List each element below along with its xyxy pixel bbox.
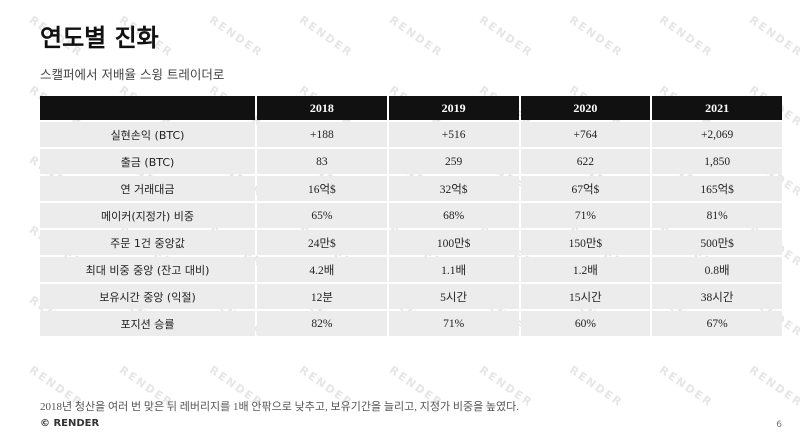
footnote: 2018년 청산을 여러 번 맞은 뒤 레버리지를 1배 안팎으로 낮추고, 보… xyxy=(40,401,520,413)
page-number: 6 xyxy=(776,420,782,430)
table-row: 출금 (BTC) 83 259 622 1,850 xyxy=(40,149,782,174)
table-cell: 100만$ xyxy=(388,230,519,255)
table-cell: 622 xyxy=(520,149,651,174)
row-label: 메이커(지정가) 비중 xyxy=(40,203,255,228)
table-cell: 150만$ xyxy=(520,230,651,255)
column-header: 2020 xyxy=(520,96,651,120)
table-row: 최대 비중 중앙 (잔고 대비) 4.2배 1.1배 1.2배 0.8배 xyxy=(40,257,782,282)
table-cell: 60% xyxy=(520,311,651,336)
table-cell: 68% xyxy=(388,203,519,228)
table-cell: 15시간 xyxy=(520,284,651,309)
table-cell: 500만$ xyxy=(652,230,782,255)
column-header: 2021 xyxy=(652,96,782,120)
table-cell: 67% xyxy=(652,311,782,336)
row-label: 최대 비중 중앙 (잔고 대비) xyxy=(40,257,255,282)
row-label: 실현손익 (BTC) xyxy=(40,122,255,147)
table-cell: 24만$ xyxy=(257,230,387,255)
row-label: 주문 1건 중앙값 xyxy=(40,230,255,255)
table-cell: 67억$ xyxy=(520,176,651,201)
table-cell: 259 xyxy=(388,149,519,174)
table-cell: 81% xyxy=(652,203,782,228)
row-label: 출금 (BTC) xyxy=(40,149,255,174)
watermark: RENDER xyxy=(206,13,266,60)
watermark: RENDER xyxy=(656,13,716,60)
table-row: 메이커(지정가) 비중 65% 68% 71% 81% xyxy=(40,203,782,228)
table-cell: 165억$ xyxy=(652,176,782,201)
watermark: RENDER xyxy=(566,13,626,60)
watermark: RENDER xyxy=(746,363,800,410)
table-row: 주문 1건 중앙값 24만$ 100만$ 150만$ 500만$ xyxy=(40,230,782,255)
corner-cell xyxy=(40,96,255,120)
column-header: 2018 xyxy=(257,96,387,120)
row-label: 포지션 승률 xyxy=(40,311,255,336)
table-cell: +764 xyxy=(520,122,651,147)
watermark: RENDER xyxy=(566,363,626,410)
table-cell: +516 xyxy=(388,122,519,147)
table-cell: 1.1배 xyxy=(388,257,519,282)
table-cell: 0.8배 xyxy=(652,257,782,282)
table-cell: +2,069 xyxy=(652,122,782,147)
table-cell: 1.2배 xyxy=(520,257,651,282)
table-cell: 4.2배 xyxy=(257,257,387,282)
table-cell: 83 xyxy=(257,149,387,174)
table-row: 포지션 승률 82% 71% 60% 67% xyxy=(40,311,782,336)
table-cell: 82% xyxy=(257,311,387,336)
table-row: 연 거래대금 16억$ 32억$ 67억$ 165억$ xyxy=(40,176,782,201)
title: 연도별 진화 xyxy=(40,24,159,52)
table-row: 실현손익 (BTC) +188 +516 +764 +2,069 xyxy=(40,122,782,147)
table-cell: +188 xyxy=(257,122,387,147)
watermark: RENDER xyxy=(296,13,356,60)
row-label: 연 거래대금 xyxy=(40,176,255,201)
table-row: 보유시간 중앙 (익절) 12분 5시간 15시간 38시간 xyxy=(40,284,782,309)
table-cell: 32억$ xyxy=(388,176,519,201)
watermark: RENDER xyxy=(746,13,800,60)
table-cell: 38시간 xyxy=(652,284,782,309)
watermark: RENDER xyxy=(386,13,446,60)
table-cell: 65% xyxy=(257,203,387,228)
table-cell: 5시간 xyxy=(388,284,519,309)
table-body: 실현손익 (BTC) +188 +516 +764 +2,069 출금 (BTC) 83 25… xyxy=(40,122,782,336)
row-label: 보유시간 중앙 (익절) xyxy=(40,284,255,309)
table-cell: 1,850 xyxy=(652,149,782,174)
subtitle: 스캘퍼에서 저배율 스윙 트레이더로 xyxy=(40,67,225,82)
table: 2018 2019 2020 2021 실현손익 (BTC) +188 +516 +764 +… xyxy=(38,94,784,338)
watermark: RENDER xyxy=(476,13,536,60)
table-cell: 71% xyxy=(520,203,651,228)
brand: © RENDER xyxy=(40,418,100,429)
header-row: 2018 2019 2020 2021 xyxy=(40,96,782,120)
table-cell: 16억$ xyxy=(257,176,387,201)
table-cell: 71% xyxy=(388,311,519,336)
column-header: 2019 xyxy=(388,96,519,120)
watermark: RENDER xyxy=(656,363,716,410)
table-cell: 12분 xyxy=(257,284,387,309)
